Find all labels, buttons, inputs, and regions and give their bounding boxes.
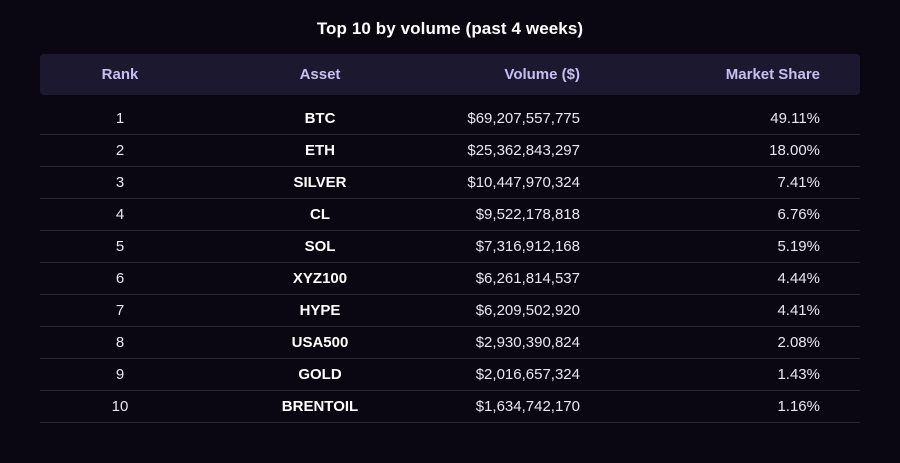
table-row: 10 BRENTOIL $1,634,742,170 1.16% [40,391,860,423]
table-row: 1 BTC $69,207,557,775 49.11% [40,103,860,135]
table-row: 8 USA500 $2,930,390,824 2.08% [40,327,860,359]
cell-market-share: 18.00% [769,142,820,159]
table-header: Rank Asset Volume ($) Market Share [40,54,860,95]
cell-volume: $9,522,178,818 [475,206,580,223]
table-row: 5 SOL $7,316,912,168 5.19% [40,231,860,263]
column-header-asset: Asset [299,66,341,83]
cell-rank: 9 [115,366,125,383]
cell-volume: $69,207,557,775 [467,110,580,127]
table-row: 9 GOLD $2,016,657,324 1.43% [40,359,860,391]
volume-table: Rank Asset Volume ($) Market Share 1 BTC… [40,54,860,423]
cell-volume: $6,209,502,920 [475,302,580,319]
table-row: 2 ETH $25,362,843,297 18.00% [40,135,860,167]
cell-rank: 2 [115,142,125,159]
cell-market-share: 6.76% [777,206,820,223]
cell-asset: BRENTOIL [281,398,359,415]
cell-rank: 3 [115,174,125,191]
table-title: Top 10 by volume (past 4 weeks) [316,19,584,38]
cell-market-share: 1.16% [777,398,820,415]
cell-asset: BTC [304,110,336,127]
table-row: 3 SILVER $10,447,970,324 7.41% [40,167,860,199]
table-row: 6 XYZ100 $6,261,814,537 4.44% [40,263,860,295]
cell-volume: $10,447,970,324 [467,174,580,191]
cell-asset: ETH [305,142,335,159]
cell-rank: 7 [115,302,125,319]
cell-volume: $25,362,843,297 [467,142,580,159]
cell-volume: $1,634,742,170 [475,398,580,415]
cell-rank: 10 [111,398,129,415]
cell-volume: $6,261,814,537 [475,270,580,287]
cell-market-share: 49.11% [770,110,820,127]
cell-market-share: 7.41% [777,174,820,191]
cell-rank: 5 [115,238,125,255]
cell-asset: SILVER [293,174,347,191]
cell-volume: $2,930,390,824 [475,334,580,351]
cell-asset: USA500 [291,334,349,351]
table-row: 7 HYPE $6,209,502,920 4.41% [40,295,860,327]
cell-market-share: 1.43% [777,366,820,383]
column-header-volume: Volume ($) [504,66,580,83]
cell-rank: 1 [115,110,125,127]
table-body: 1 BTC $69,207,557,775 49.11% 2 ETH $25,3… [40,103,860,423]
cell-asset: GOLD [298,366,342,383]
cell-rank: 6 [115,270,125,287]
table-row: 4 CL $9,522,178,818 6.76% [40,199,860,231]
cell-market-share: 4.44% [777,270,820,287]
cell-asset: CL [310,206,330,223]
cell-market-share: 2.08% [777,334,820,351]
column-header-market-share: Market Share [725,66,820,83]
cell-asset: XYZ100 [292,270,348,287]
cell-rank: 8 [115,334,125,351]
cell-market-share: 4.41% [777,302,820,319]
cell-volume: $7,316,912,168 [475,238,580,255]
column-header-rank: Rank [101,66,139,83]
cell-volume: $2,016,657,324 [475,366,580,383]
cell-market-share: 5.19% [777,238,820,255]
cell-asset: SOL [304,238,336,255]
cell-rank: 4 [115,206,125,223]
cell-asset: HYPE [299,302,341,319]
